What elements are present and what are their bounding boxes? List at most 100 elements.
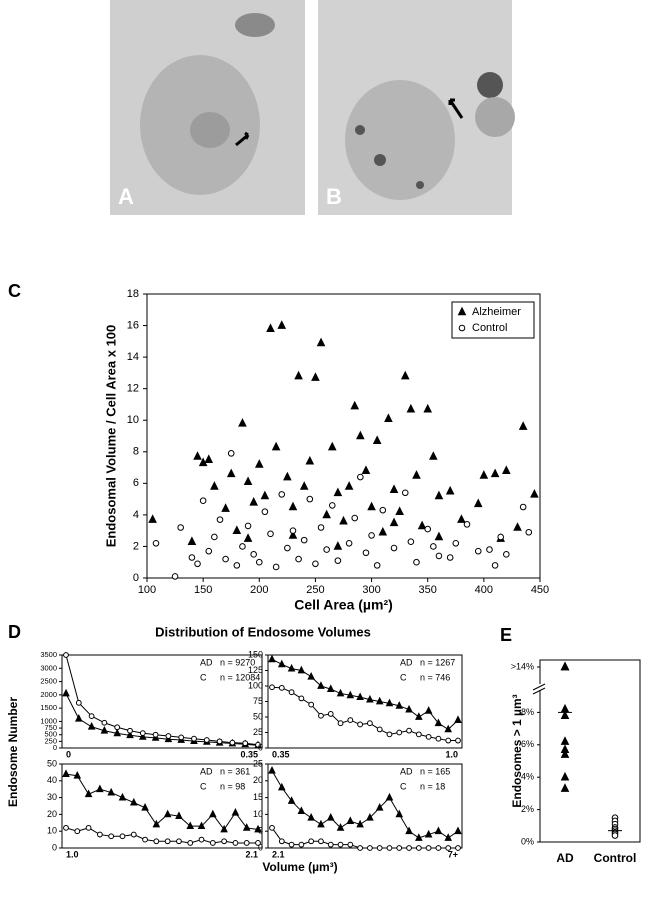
circle-marker [284,544,291,552]
triangle-marker [268,766,276,774]
triangle-marker [366,813,374,821]
circle-marker [261,508,269,516]
circle-marker [119,833,126,840]
axis-break [532,687,546,695]
triangle-marker [254,459,264,468]
triangle-marker [560,661,570,671]
x-tick-label: 7+ [448,849,458,859]
x-tick-label: 150 [194,584,212,596]
triangle-marker [339,515,348,525]
y-tick-label: 14 [127,351,139,363]
triangle-marker [415,833,423,841]
y-tick-label: 8 [133,446,139,458]
triangle-marker [417,520,427,530]
panel-label: E [500,625,512,645]
circle-marker [164,838,171,845]
triangle-marker [389,517,399,527]
triangle-marker [327,441,337,451]
y-tick-label: 3500 [40,650,57,659]
triangle-marker [299,481,309,490]
triangle-marker [356,819,364,828]
legend-label: AD [200,657,213,667]
triangle-marker [366,694,374,703]
circle-marker [497,533,505,541]
micrograph-a: A [110,0,305,215]
circle-marker [187,840,194,846]
circle-marker [152,731,159,738]
plot-frame [267,654,463,749]
y-tick-label: 40 [47,775,57,785]
annotation: n = 98 [220,781,245,791]
triangle-marker [333,541,343,550]
triangle-marker [242,823,251,831]
circle-marker [491,562,499,569]
legend-label: Control [472,322,507,334]
y-axis-label: Endosomal Volume / Cell Area x 100 [103,325,118,548]
triangle-marker [395,701,404,709]
circle-marker [386,845,393,851]
triangle-marker [307,671,315,680]
circle-marker [519,503,527,511]
triangle-marker [385,792,394,801]
circle-marker [176,838,182,845]
y-tick-label: 4 [133,509,139,521]
legend-label: AD [200,766,213,776]
circle-marker [243,840,250,846]
annotation: n = 1267 [420,657,455,667]
x-tick-label: 2.1 [245,849,258,859]
triangle-marker [560,736,570,745]
legend-marker [458,324,466,332]
plot-frame [146,293,541,579]
circle-marker [312,560,319,568]
circle-marker [424,525,432,533]
y-axis-label: Endosomes > 1 µm³ [510,694,524,807]
y-tick-label: 6 [133,477,139,489]
triangle-marker [356,430,365,440]
y-tick-label: 0 [53,743,57,752]
triangle-marker [249,496,258,506]
triangle-marker [346,816,355,825]
triangle-marker [350,400,360,410]
circle-marker [267,530,274,538]
circle-marker [357,721,364,728]
y-tick-label: 20 [47,809,57,819]
legend-marker [457,306,467,316]
y-tick-label: 3000 [40,663,57,672]
circle-marker [178,734,185,741]
annotation: n = 18 [420,781,445,791]
circle-marker [165,733,172,739]
triangle-marker [138,732,147,740]
triangle-marker [434,718,443,727]
triangle-marker [197,821,206,830]
circle-marker [88,713,95,720]
panel-label: D [8,622,21,642]
triangle-marker [187,536,197,546]
circle-marker [452,539,460,547]
circle-marker [244,522,252,530]
circle-marker [74,828,81,835]
circle-marker [298,841,305,848]
circle-marker [347,841,354,848]
circle-marker [376,726,383,733]
triangle-marker [148,514,157,523]
triangle-marker [405,704,413,713]
triangle-marker [74,714,83,722]
x-tick-label: 100 [138,584,156,596]
triangle-marker [96,784,104,793]
y-tick-label: 2500 [40,677,57,686]
triangle-marker [336,688,345,697]
circle-marker [177,524,184,531]
y-tick-label: 6% [521,739,534,749]
y-tick-label: 25 [253,758,263,768]
annotation: n = 165 [420,766,450,776]
circle-marker [130,831,137,838]
y-tick-label: 0 [52,842,57,852]
circle-marker [445,845,452,851]
triangle-marker [378,526,388,536]
triangle-marker [333,487,343,497]
triangle-marker [277,659,286,668]
circle-marker [366,720,373,727]
chart-title: Distribution of Endosome Volumes [155,624,371,639]
triangle-marker [395,506,404,516]
circle-marker [211,533,218,541]
